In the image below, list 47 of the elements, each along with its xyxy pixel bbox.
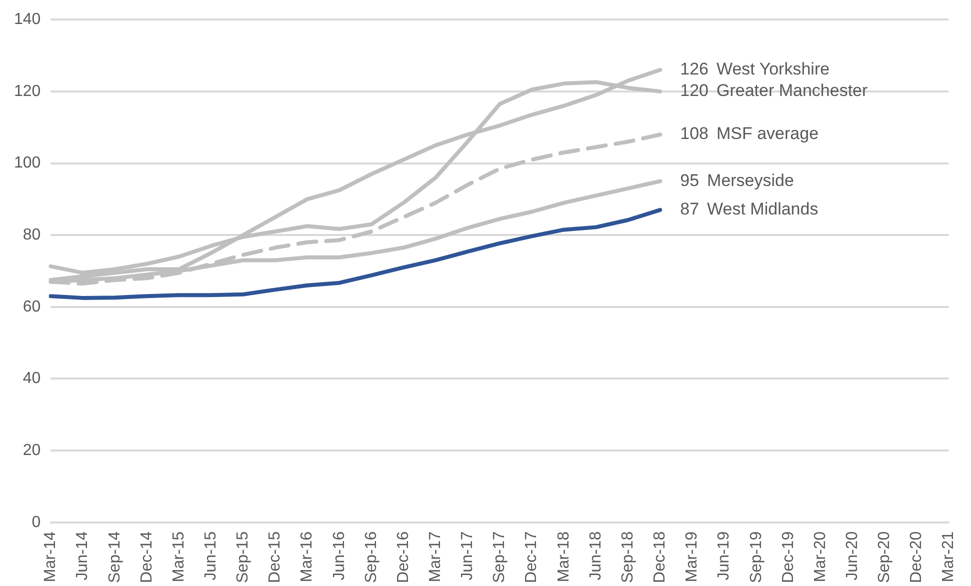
x-tick-label: Sep-18 bbox=[619, 531, 636, 583]
y-tick-label: 140 bbox=[14, 11, 41, 28]
x-tick-label: Jun-16 bbox=[330, 531, 348, 580]
text: Merseyside bbox=[707, 170, 794, 190]
y-tick-label: 20 bbox=[22, 442, 41, 459]
x-tick-label: Sep-14 bbox=[106, 531, 124, 583]
x-tick-label: Dec-16 bbox=[394, 531, 412, 583]
x-tick-label: Dec-20 bbox=[908, 531, 926, 583]
y-tick-label: 0 bbox=[32, 514, 41, 531]
data-label: 87 bbox=[680, 200, 700, 219]
text: West Yorkshire bbox=[716, 60, 830, 79]
x-tick-label: Dec-18 bbox=[652, 531, 669, 583]
x-tick-label: Sep-15 bbox=[234, 531, 252, 583]
text: MSF average bbox=[716, 124, 819, 144]
x-tick-label: Mar-15 bbox=[170, 531, 188, 582]
data-label: 108 bbox=[680, 124, 708, 144]
x-tick-label: Jun-17 bbox=[459, 531, 476, 580]
x-tick-label: Sep-20 bbox=[876, 531, 894, 583]
x-tick-label: Sep-19 bbox=[748, 531, 765, 583]
x-tick-label: Jun-15 bbox=[202, 531, 220, 580]
y-tick-label: 60 bbox=[22, 298, 41, 316]
x-tick-label: Sep-16 bbox=[362, 531, 380, 583]
x-tick-label: Jun-19 bbox=[716, 531, 733, 580]
x-tick-label: Mar-16 bbox=[298, 531, 316, 582]
data-label: 120 bbox=[680, 81, 708, 100]
x-tick-label: Jun-14 bbox=[74, 531, 92, 580]
data-label: 95 bbox=[680, 170, 700, 190]
x-tick-label: Sep-17 bbox=[491, 531, 508, 583]
y-tick-label: 80 bbox=[22, 226, 41, 244]
x-tick-label: Dec-15 bbox=[266, 531, 284, 583]
y-tick-label: 40 bbox=[22, 370, 41, 388]
x-tick-label: Mar-14 bbox=[42, 531, 60, 582]
text: Greater Manchester bbox=[716, 81, 868, 100]
x-tick-label: Mar-17 bbox=[427, 531, 444, 582]
x-tick-label: Dec-19 bbox=[780, 531, 797, 583]
x-tick-label: Mar-19 bbox=[684, 531, 701, 582]
y-tick-label: 100 bbox=[14, 154, 41, 172]
x-tick-label: Dec-17 bbox=[523, 531, 540, 583]
y-tick-label: 120 bbox=[14, 82, 41, 100]
x-tick-label: Mar-21 bbox=[940, 531, 958, 582]
text: West Midlands bbox=[707, 200, 818, 219]
x-tick-label: Jun-18 bbox=[587, 531, 604, 580]
x-tick-label: Mar-18 bbox=[555, 531, 572, 582]
data-label: 126 bbox=[680, 60, 708, 79]
x-tick-label: Jun-20 bbox=[844, 531, 861, 580]
x-tick-label: Dec-14 bbox=[138, 531, 156, 583]
x-tick-label: Mar-20 bbox=[812, 531, 829, 582]
